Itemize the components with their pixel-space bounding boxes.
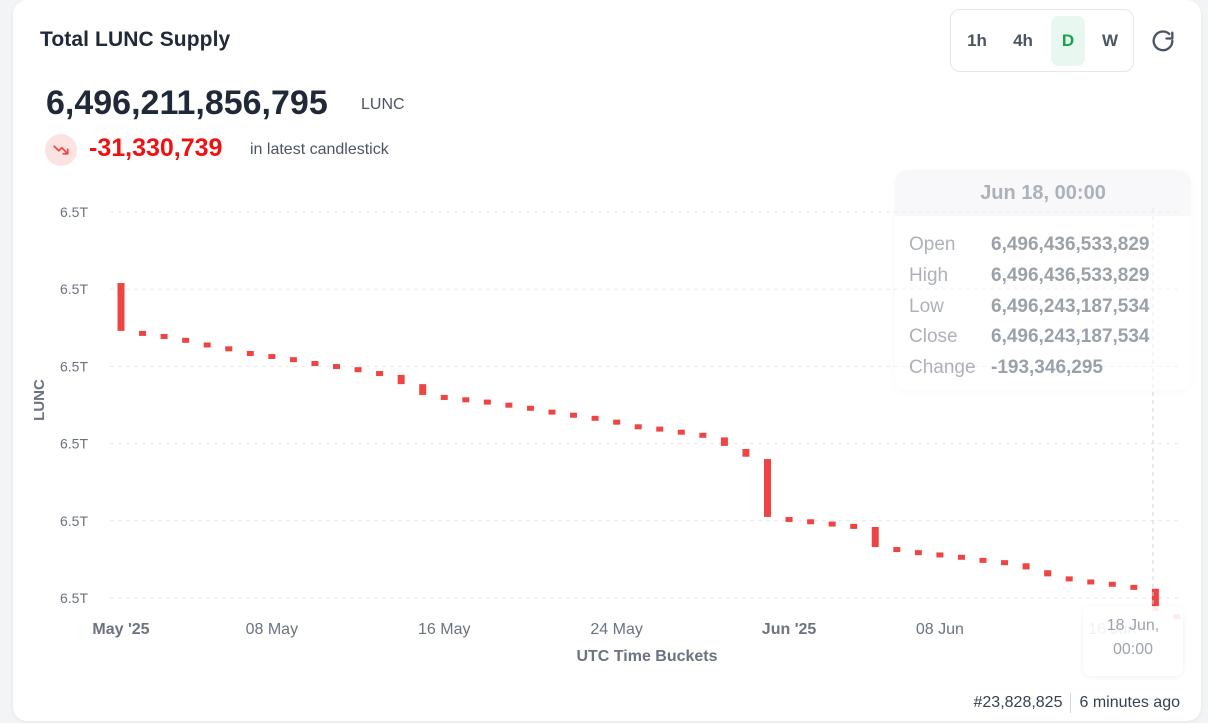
y-tick-label: 6.5T xyxy=(60,436,88,452)
candle[interactable] xyxy=(462,397,470,403)
x-tick-label: May '25 xyxy=(92,621,149,638)
candle[interactable] xyxy=(117,283,125,331)
candle[interactable] xyxy=(397,374,405,385)
crosshair-date: 18 Jun, xyxy=(1106,617,1160,634)
crosshair-x-label: 18 Jun, 00:00 xyxy=(1083,606,1183,676)
candle[interactable] xyxy=(720,437,728,446)
candle[interactable] xyxy=(850,523,858,529)
candle[interactable] xyxy=(268,354,276,360)
candle-tooltip: Jun 18, 00:00 Open 6,496,436,533,829 Hig… xyxy=(895,170,1191,390)
candle[interactable] xyxy=(203,342,211,348)
tooltip-label: Open xyxy=(909,234,956,255)
y-tick-label: 6.5T xyxy=(60,590,88,606)
x-tick-label: 16 May xyxy=(418,621,470,638)
candle[interactable] xyxy=(311,360,319,366)
card-title: Total LUNC Supply xyxy=(40,28,231,51)
x-axis-title: UTC Time Buckets xyxy=(576,648,717,665)
candle[interactable] xyxy=(656,426,664,432)
candle[interactable] xyxy=(1108,581,1116,587)
candle[interactable] xyxy=(225,346,233,352)
y-tick-label: 6.5T xyxy=(60,358,88,374)
interval-4h-button[interactable]: 4h xyxy=(1013,31,1033,50)
candle[interactable] xyxy=(742,449,750,457)
last-updated: 6 minutes ago xyxy=(1079,694,1180,711)
candle[interactable] xyxy=(160,333,168,339)
interval-w-button[interactable]: W xyxy=(1101,31,1119,50)
candle[interactable] xyxy=(1044,570,1052,577)
candle[interactable] xyxy=(764,459,771,517)
candle[interactable] xyxy=(1022,563,1030,570)
candle[interactable] xyxy=(634,424,642,430)
candle[interactable] xyxy=(376,371,384,377)
tooltip-value: 6,496,243,187,534 xyxy=(991,296,1150,317)
candle[interactable] xyxy=(570,412,578,418)
interval-1h-button[interactable]: 1h xyxy=(967,31,987,50)
candle[interactable] xyxy=(936,552,944,558)
crosshair-time: 00:00 xyxy=(1112,641,1154,658)
tooltip-label: High xyxy=(909,265,949,286)
candle[interactable] xyxy=(828,521,836,527)
candle[interactable] xyxy=(182,337,190,343)
block-height: #23,828,825 xyxy=(973,694,1063,711)
tooltip-label: Low xyxy=(909,296,944,317)
candle[interactable] xyxy=(333,364,340,370)
supply-candlestick-chart[interactable]: 6.5T 6.5T 6.5T 6.5T 6.5T 6.5T May '25 08 May 16… xyxy=(13,0,1201,721)
x-tick-label: 24 May xyxy=(590,621,642,638)
candle[interactable] xyxy=(1087,579,1095,585)
y-tick-label: 6.5T xyxy=(60,281,88,297)
candle[interactable] xyxy=(957,554,965,560)
candle[interactable] xyxy=(483,399,491,405)
refresh-icon xyxy=(1152,30,1174,52)
candle[interactable] xyxy=(699,432,707,438)
footer-divider xyxy=(1070,693,1072,713)
x-tick-label: 08 Jun xyxy=(916,621,964,638)
candle[interactable] xyxy=(613,419,621,425)
candle[interactable] xyxy=(785,516,793,522)
interval-d-button[interactable]: D xyxy=(1051,16,1085,66)
candle[interactable] xyxy=(419,384,427,395)
candle[interactable] xyxy=(677,429,685,435)
tooltip-date: Jun 18, 00:00 xyxy=(895,170,1191,216)
x-tick-label: 08 May xyxy=(246,621,298,638)
candle[interactable] xyxy=(139,330,147,336)
tooltip-value: 6,496,436,533,829 xyxy=(991,234,1150,255)
candle[interactable] xyxy=(505,402,513,408)
candle[interactable] xyxy=(591,415,599,421)
tooltip-value: -193,346,295 xyxy=(991,357,1103,378)
y-tick-label: 6.5T xyxy=(60,204,88,220)
trend-down-badge xyxy=(45,134,77,166)
latest-change-value: -31,330,739 xyxy=(89,134,223,162)
y-tick-label: 6.5T xyxy=(60,513,88,529)
candle[interactable] xyxy=(246,350,254,356)
candle[interactable] xyxy=(979,557,987,563)
candle[interactable] xyxy=(354,367,362,373)
tooltip-value: 6,496,436,533,829 xyxy=(991,265,1150,286)
candle[interactable] xyxy=(548,409,556,415)
supply-card: Total LUNC Supply 1h 4h D W 6,496,211,85… xyxy=(13,0,1201,721)
supply-unit: LUNC xyxy=(361,96,405,113)
refresh-button[interactable] xyxy=(1146,26,1180,58)
candle[interactable] xyxy=(440,394,448,400)
candle[interactable] xyxy=(1130,584,1138,590)
latest-change-label: in latest candlestick xyxy=(250,141,389,158)
x-tick-label: Jun '25 xyxy=(762,621,817,638)
candle[interactable] xyxy=(1001,560,1009,566)
tooltip-value: 6,496,243,187,534 xyxy=(991,326,1150,347)
trend-down-icon xyxy=(53,145,69,155)
candle[interactable] xyxy=(893,547,901,553)
tooltip-label: Change xyxy=(909,357,976,378)
interval-selector: 1h 4h D W xyxy=(950,9,1134,72)
candle[interactable] xyxy=(914,550,922,556)
candle[interactable] xyxy=(526,405,534,411)
candle[interactable] xyxy=(1065,576,1073,582)
candle[interactable] xyxy=(1151,588,1159,612)
total-supply-value: 6,496,211,856,795 xyxy=(46,84,328,122)
candle[interactable] xyxy=(871,526,879,548)
y-axis-title: LUNC xyxy=(31,379,48,421)
candle[interactable] xyxy=(807,519,815,525)
candle[interactable] xyxy=(289,357,297,363)
chart-footer: #23,828,825 6 minutes ago xyxy=(973,693,1180,713)
tooltip-label: Close xyxy=(909,326,958,347)
